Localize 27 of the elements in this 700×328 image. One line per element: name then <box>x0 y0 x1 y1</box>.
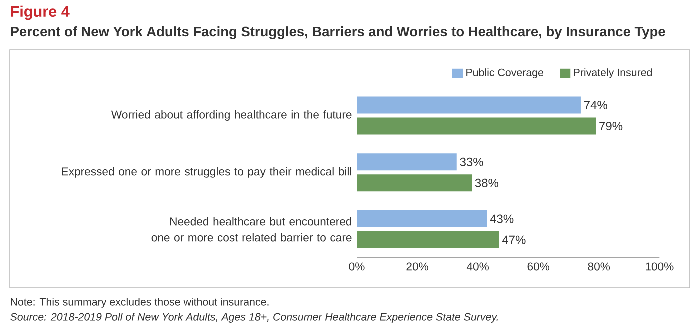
legend-label: Public Coverage <box>466 68 544 79</box>
bar <box>357 232 500 249</box>
x-tick-label: 60% <box>528 262 550 271</box>
bar <box>357 154 457 171</box>
y-tick-label: Worried about affording healthcare in the future <box>111 110 352 122</box>
data-label: 74% <box>584 101 608 110</box>
bar <box>357 174 472 192</box>
x-tick-label: 40% <box>466 262 490 271</box>
y-tick-label: Needed healthcare but encountered one or more cost related barrier to care <box>152 217 352 242</box>
x-tick-label: 80% <box>588 262 610 271</box>
data-label: 47% <box>502 236 526 244</box>
chart-subtitle: Percent of New York Adults Facing Struggles, Barriers and Worries to Healthcare, by Insurance Type <box>11 26 666 40</box>
data-label: 38% <box>475 178 499 188</box>
bar <box>357 210 488 228</box>
x-tick-label: 20% <box>406 262 428 271</box>
data-label: 43% <box>490 214 514 224</box>
y-tick-label: Expressed one or more struggles to pay their medical bill <box>62 167 352 178</box>
data-label: 33% <box>460 158 484 166</box>
x-tick-label: 0% <box>349 262 365 271</box>
legend-label: Privately Insured <box>574 68 652 79</box>
text: Figure 4 <box>11 6 70 20</box>
x-tick-label: 100% <box>646 262 674 271</box>
bar <box>357 118 596 135</box>
source-note: Source: 2018-2019 Poll of New York Adults, Ages 18+, Consumer Healthcare Experience State Survey. <box>10 313 498 323</box>
data-label: 79% <box>600 122 623 131</box>
bar <box>357 96 581 114</box>
text: Note: This summary excludes those without insurance. <box>11 298 269 308</box>
